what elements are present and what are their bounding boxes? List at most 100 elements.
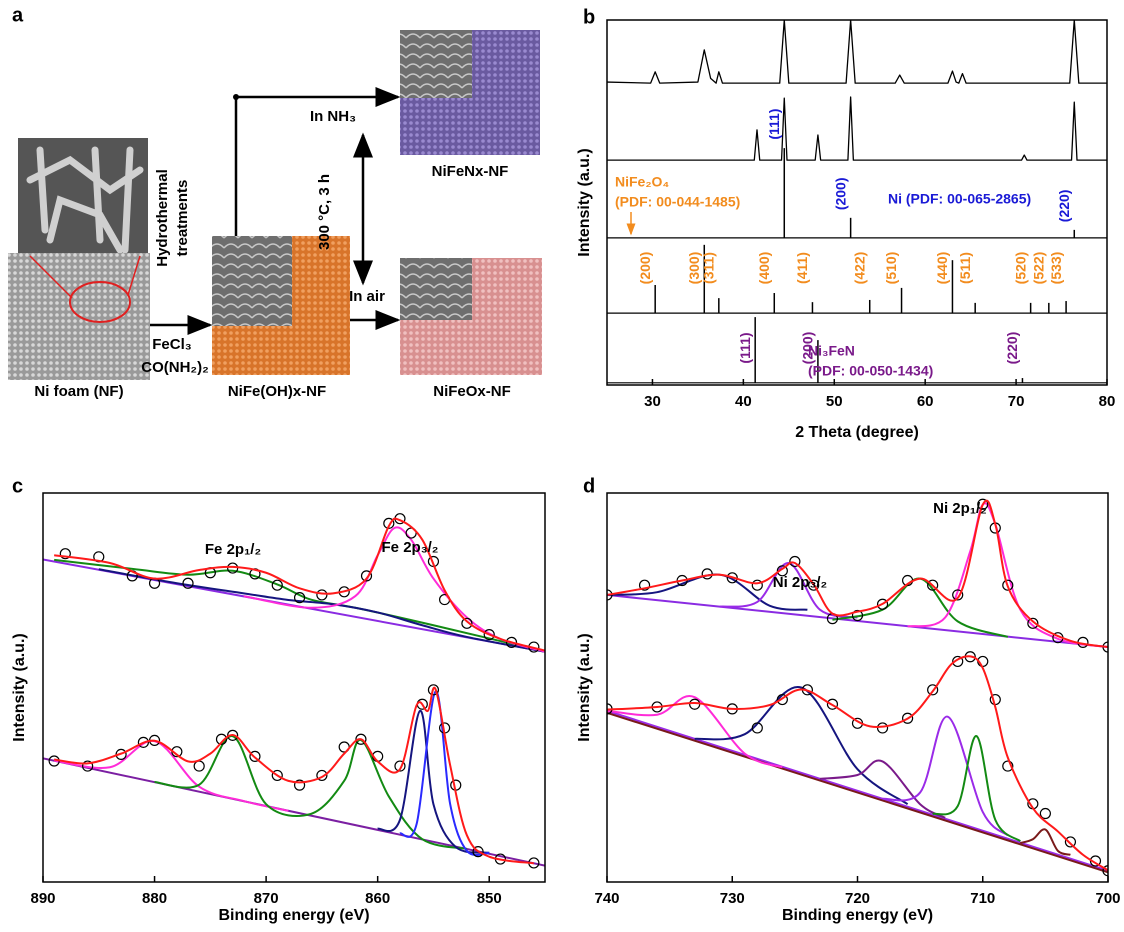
x-axis-label: Binding energy (eV) — [218, 907, 369, 924]
data-point — [483, 628, 495, 641]
reference-label: (220) — [1056, 190, 1072, 223]
data-point — [505, 636, 518, 648]
reference-label: (511) — [957, 252, 973, 284]
x-tick-label: 740 — [594, 890, 619, 907]
series-line — [54, 517, 545, 652]
x-tick-label: 60 — [917, 393, 934, 410]
x-tick-label: 720 — [845, 890, 870, 907]
data-point — [851, 609, 864, 622]
plot-area — [43, 513, 545, 869]
x-axis-label: 2 Theta (degree) — [795, 424, 919, 441]
zoom-line — [127, 255, 141, 296]
process-label: Hydrothermal — [154, 169, 171, 267]
x-tick-label: 850 — [477, 890, 502, 907]
reference-label: (520) — [1012, 252, 1028, 285]
data-point — [394, 760, 406, 772]
series-line — [43, 757, 545, 867]
series-line — [607, 499, 1108, 649]
series-line — [932, 735, 1021, 842]
data-point — [776, 565, 788, 577]
chart: b 2 Theta (degree) Intensity (a.u.) 30 40 50 6… — [576, 6, 1115, 441]
series-line — [54, 686, 534, 865]
reference-label: (510) — [883, 252, 899, 285]
data-point — [82, 760, 94, 772]
x-tick-label: 40 — [735, 393, 752, 410]
reference-name: (PDF: 00-044-1485) — [615, 194, 740, 210]
reference-label: (440) — [934, 252, 950, 285]
x-tick-label: 870 — [254, 890, 279, 907]
x-tick-label: 50 — [826, 393, 843, 410]
series-line — [607, 709, 1108, 872]
reference-label: (200) — [637, 252, 653, 285]
data-point — [751, 579, 763, 591]
data-point — [808, 579, 820, 591]
data-point — [193, 760, 205, 772]
sample-label: NiFe(OH)x-NF — [228, 383, 326, 400]
panel-a: a Ni foam (NF) FeCl₃ CO(NH₂)₂ Hydrotherm… — [8, 4, 542, 400]
process-label: treatments — [174, 180, 191, 257]
reference-label: (311) — [701, 252, 717, 284]
data-point — [1102, 865, 1108, 877]
series-line — [98, 568, 545, 653]
data-point — [427, 684, 440, 696]
data-point — [751, 722, 763, 734]
reference-label: (220) — [1004, 332, 1020, 365]
series-line — [819, 759, 946, 819]
data-point — [383, 517, 395, 529]
data-point — [1027, 617, 1039, 629]
x-tick-label: 710 — [970, 890, 995, 907]
x-tick-label: 80 — [1099, 393, 1116, 410]
data-point — [826, 698, 839, 710]
data-point — [249, 750, 261, 762]
peak-annotation: Fe 2p₁/₂ — [205, 541, 261, 558]
panel-label: b — [583, 6, 595, 28]
data-point — [215, 733, 228, 745]
panel-label: a — [12, 4, 24, 26]
data-point — [952, 589, 964, 601]
data-point — [927, 684, 939, 696]
data-point — [701, 568, 713, 580]
peak-annotation: Ni 2p₁/₂ — [933, 500, 987, 517]
reference-label: (533) — [1048, 252, 1064, 285]
data-point — [1064, 836, 1077, 848]
sem-inset — [400, 258, 472, 320]
reference-name: Ni₃FeN — [808, 343, 855, 359]
reference-label: (522) — [1031, 252, 1047, 285]
condition-label: 300 °C, 3 h — [316, 174, 333, 250]
sample-label: NiFeOx-NF — [433, 383, 511, 400]
plot-frame — [606, 492, 1109, 883]
panel-label: c — [12, 475, 23, 497]
series-line — [882, 715, 1009, 837]
x-tick-label: 880 — [142, 890, 167, 907]
chart: c Binding energy (eV) Intensity (a.u.) 890 8… — [11, 475, 546, 924]
panel-label: d — [583, 475, 595, 497]
reagent: CO(NH₂)₂ — [141, 359, 209, 376]
data-point — [137, 736, 149, 748]
reference-label: (422) — [851, 252, 867, 285]
series-line — [54, 558, 545, 653]
series-line — [243, 526, 545, 653]
data-point — [1002, 579, 1014, 591]
data-point — [876, 598, 889, 610]
series-line — [607, 20, 1107, 84]
data-point — [977, 498, 989, 510]
reference-label: (411) — [794, 252, 810, 284]
data-point — [293, 592, 306, 604]
data-point — [227, 729, 239, 741]
peak-annotation: Ni 2p₃/₂ — [773, 574, 827, 591]
reference-name: NiFe₂O₄ — [615, 174, 669, 190]
series-line — [607, 655, 1108, 872]
peak-annotation: Fe 2p₃/₂ — [382, 539, 439, 556]
data-point — [271, 769, 283, 782]
condition-label: In NH₃ — [310, 108, 356, 125]
foam-struts — [26, 146, 144, 254]
data-point — [355, 733, 367, 745]
junction — [233, 94, 239, 100]
x-axis-label: Binding energy (eV) — [782, 907, 933, 924]
sample-label: Ni foam (NF) — [34, 383, 123, 400]
plot-area — [607, 498, 1108, 877]
data-point — [952, 655, 964, 668]
reagent: FeCl₃ — [152, 336, 192, 353]
